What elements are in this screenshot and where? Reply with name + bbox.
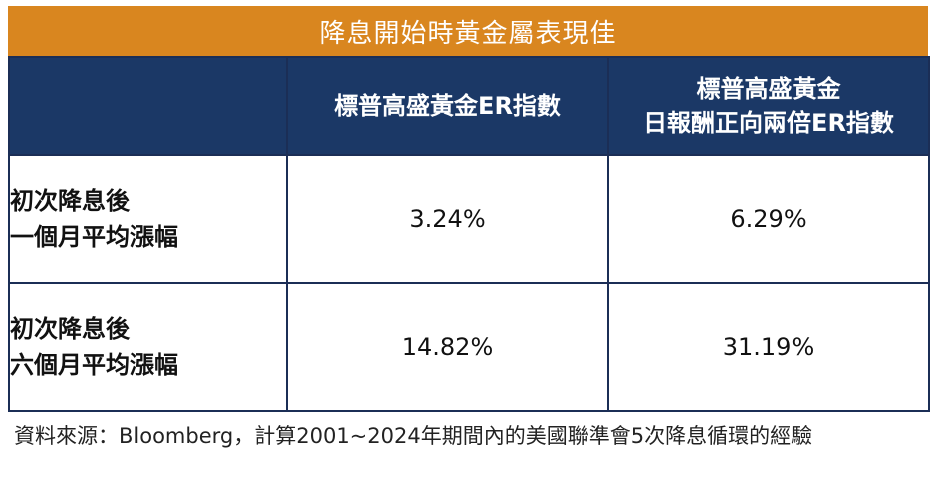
column-header-line: 日報酬正向兩倍ER指數 [643, 109, 894, 137]
row-label-six-month: 初次降息後 六個月平均漲幅 [8, 282, 288, 412]
row-label-line: 初次降息後 [10, 315, 130, 343]
header-row: 標普高盛黃金ER指數 標普高盛黃金 日報酬正向兩倍ER指數 [8, 56, 930, 156]
row-label-line: 初次降息後 [10, 187, 130, 215]
value-cell: 6.29% [607, 154, 930, 284]
row-label-one-month: 初次降息後 一個月平均漲幅 [8, 154, 288, 284]
value-cell: 31.19% [607, 282, 930, 412]
table-row: 初次降息後 六個月平均漲幅 14.82% 31.19% [8, 282, 930, 412]
corner-cell [8, 56, 288, 156]
column-header-er-index: 標普高盛黃金ER指數 [286, 56, 609, 156]
row-label-line: 六個月平均漲幅 [10, 351, 178, 379]
source-note: 資料來源：Bloomberg，計算2001~2024年期間內的美國聯準會5次降息… [14, 424, 813, 448]
table-row: 初次降息後 一個月平均漲幅 3.24% 6.29% [8, 154, 930, 284]
value-cell: 14.82% [286, 282, 609, 412]
row-label-line: 一個月平均漲幅 [10, 223, 178, 251]
table-title: 降息開始時黃金屬表現佳 [8, 6, 928, 56]
column-header-2x-er-index: 標普高盛黃金 日報酬正向兩倍ER指數 [607, 56, 930, 156]
column-header-line: 標普高盛黃金ER指數 [334, 92, 561, 120]
column-header-line: 標普高盛黃金 [696, 75, 841, 103]
value-cell: 3.24% [286, 154, 609, 284]
gold-index-table: 標普高盛黃金ER指數 標普高盛黃金 日報酬正向兩倍ER指數 初次降息後 一個月平… [8, 56, 930, 412]
